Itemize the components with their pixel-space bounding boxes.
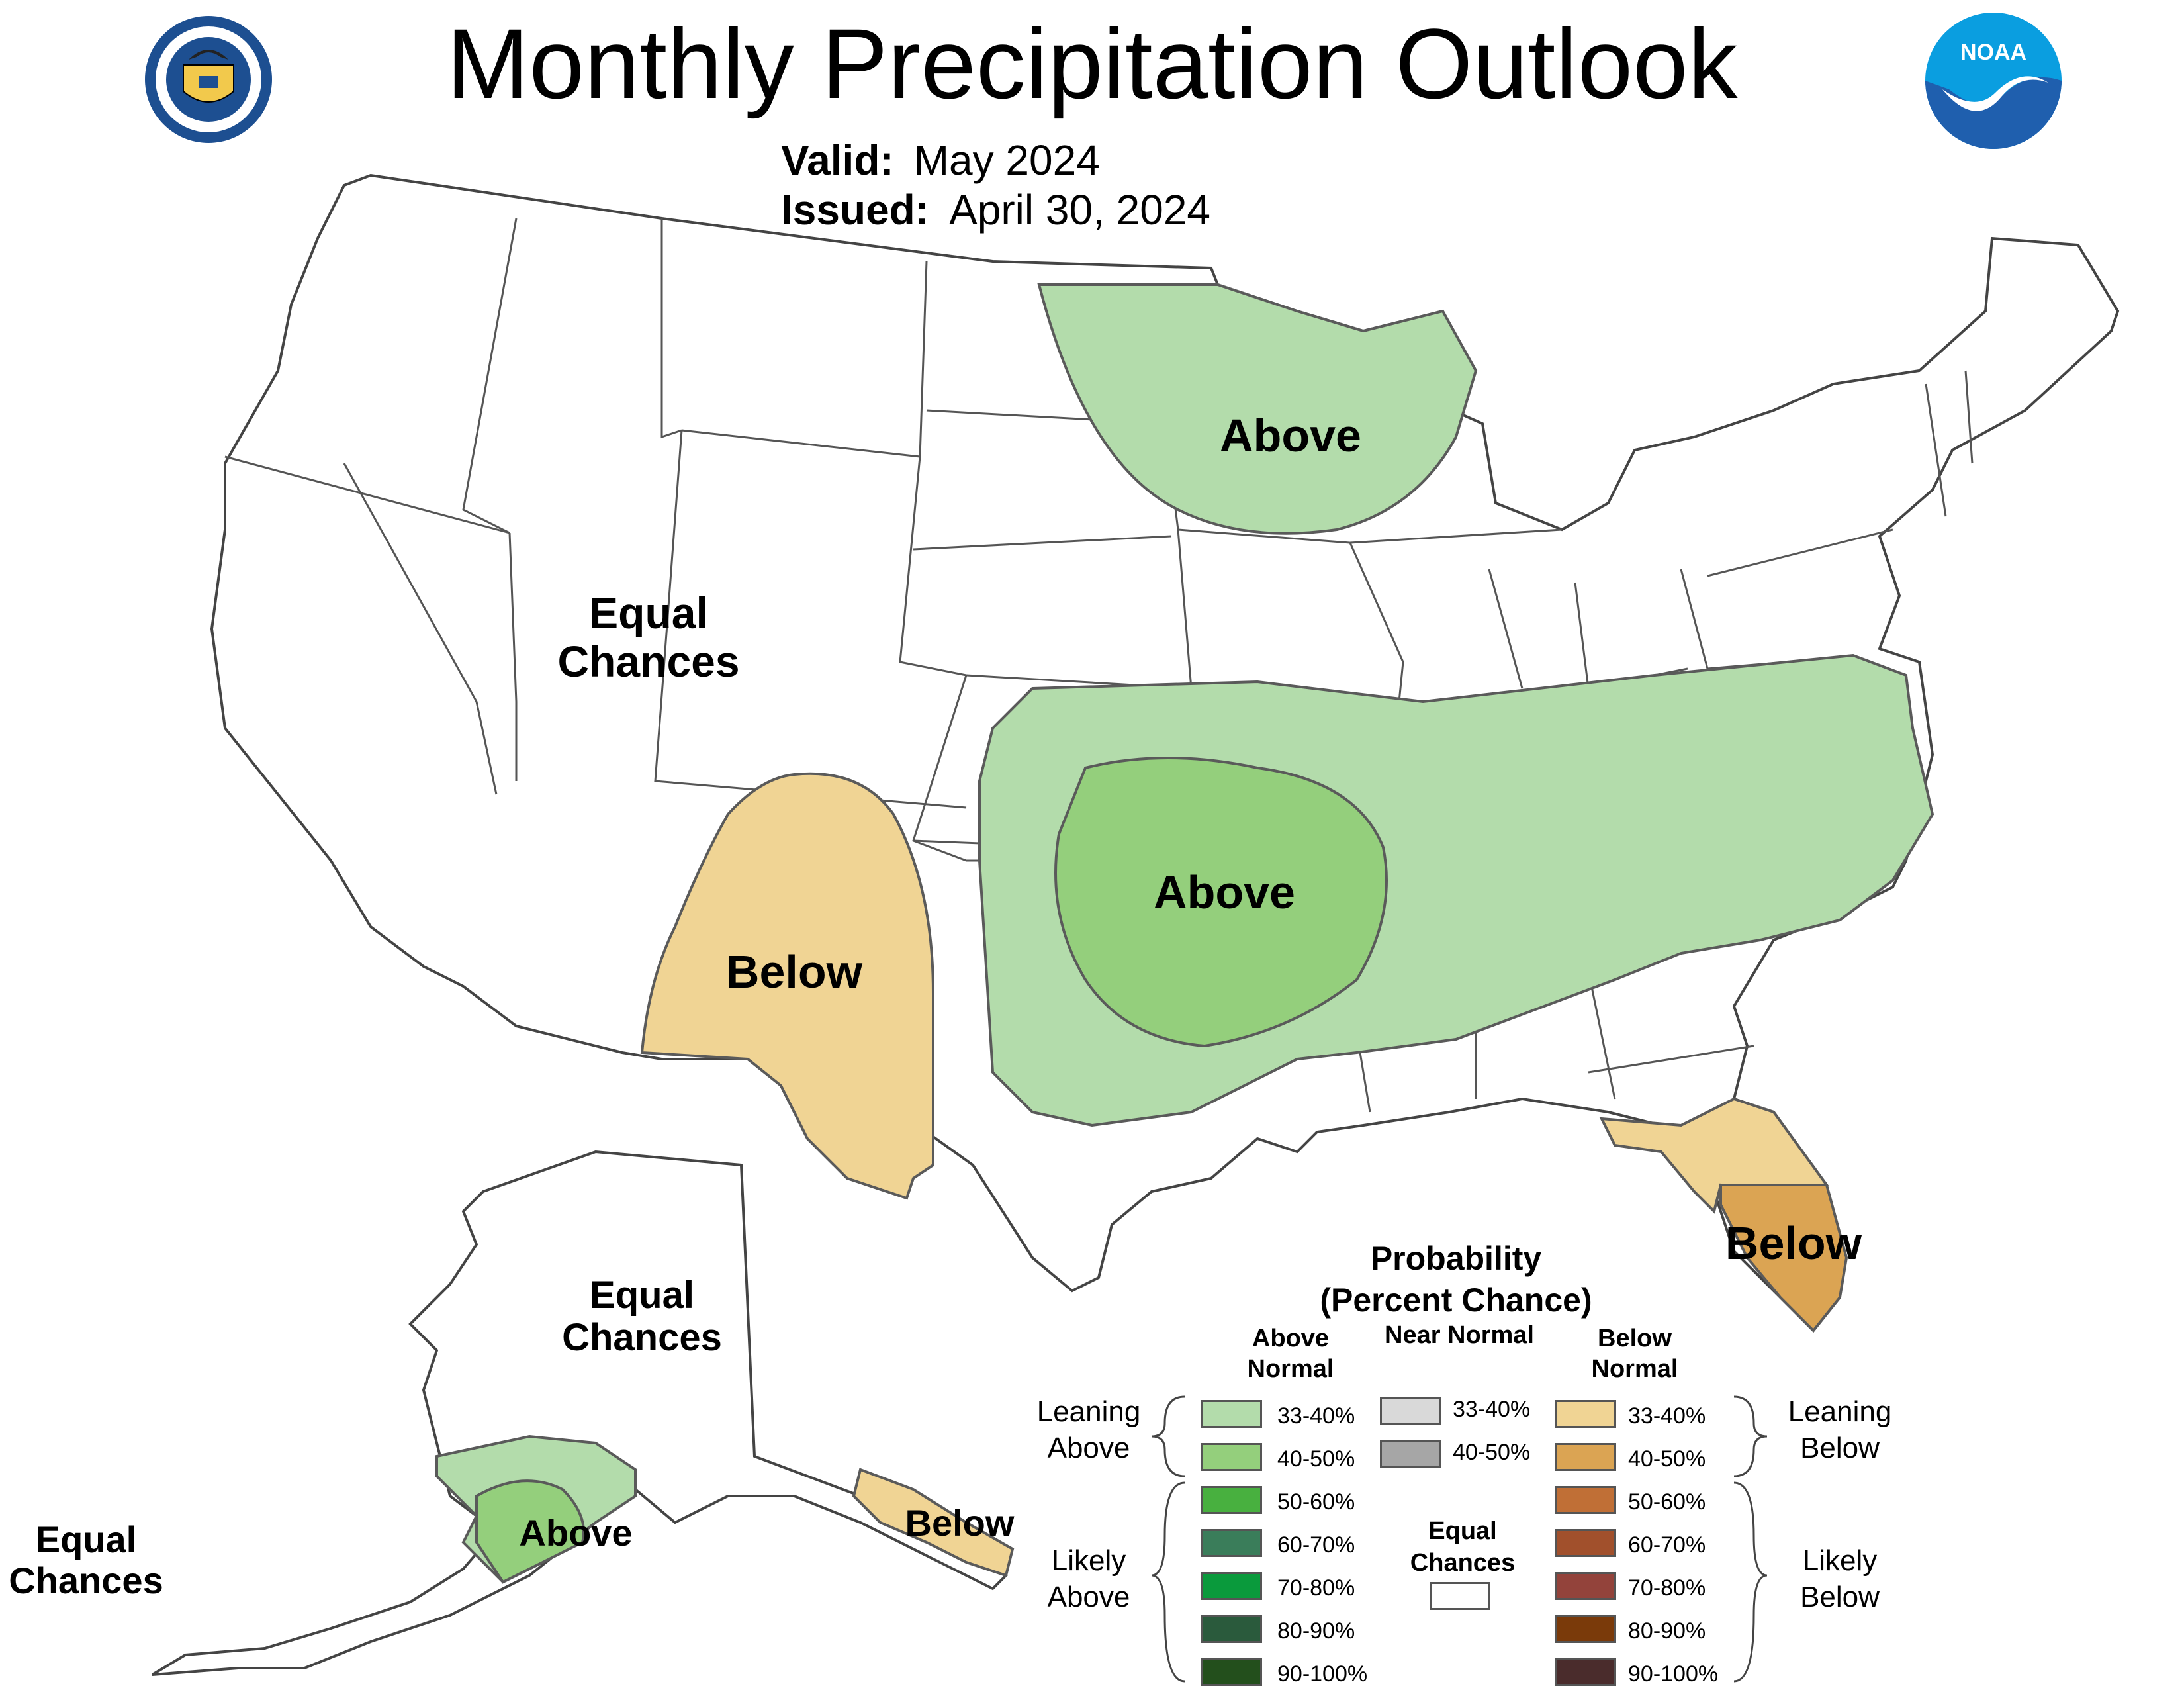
legend-swatch-below-40 xyxy=(1555,1443,1616,1471)
legend-title-line2: (Percent Chance) xyxy=(1320,1281,1592,1319)
below-florida-40-area xyxy=(1719,1184,1848,1333)
issued-row: Issued: April 30, 2024 xyxy=(781,185,1210,234)
legend-pct-below-80: 80-90% xyxy=(1628,1618,1706,1644)
region-label-above-central: Above xyxy=(1154,867,1295,918)
commerce-seal-icon xyxy=(145,16,272,143)
region-label-above-alaska: Above xyxy=(519,1512,633,1554)
legend-pct-above-80: 80-90% xyxy=(1277,1618,1355,1644)
legend-swatch-above-70 xyxy=(1201,1572,1262,1600)
legend-swatch-below-33 xyxy=(1555,1400,1616,1428)
above-north-area xyxy=(1037,283,1478,535)
valid-value: May 2024 xyxy=(913,136,1100,184)
legend-col-above: Above Normal xyxy=(1247,1325,1334,1383)
below-southwest-area xyxy=(640,772,934,1200)
legend-title: Probability (Percent Chance) xyxy=(1271,1238,1641,1321)
legend-swatch-below-70 xyxy=(1555,1572,1616,1600)
legend-swatch-below-60 xyxy=(1555,1529,1616,1557)
legend-swatch-equal-chances xyxy=(1430,1582,1490,1610)
alaska-above-40-area xyxy=(475,1479,585,1584)
region-label-above-north: Above xyxy=(1220,410,1361,461)
legend-leaning-above: Leaning Above xyxy=(1036,1395,1141,1464)
alaska-outline xyxy=(151,1150,1009,1676)
legend-likely-above: Likely Above xyxy=(1047,1544,1130,1613)
legend-pct-below-60: 60-70% xyxy=(1628,1532,1706,1558)
valid-label: Valid: xyxy=(781,136,894,184)
legend-swatch-above-40 xyxy=(1201,1443,1262,1471)
legend-pct-above-70: 70-80% xyxy=(1277,1575,1355,1601)
legend-pct-below-90: 90-100% xyxy=(1628,1662,1719,1687)
legend-swatch-below-90 xyxy=(1555,1658,1616,1686)
alaska-below-area xyxy=(852,1468,1015,1577)
legend-likely-below: Likely Below xyxy=(1800,1544,1880,1613)
legend-pct-below-70: 70-80% xyxy=(1628,1575,1706,1601)
legend-swatch-above-60 xyxy=(1201,1529,1262,1557)
legend-pct-below-40: 40-50% xyxy=(1628,1446,1706,1472)
region-label-below-alaska: Below xyxy=(905,1502,1015,1544)
legend-swatch-above-33 xyxy=(1201,1400,1262,1428)
legend-pct-near-40: 40-50% xyxy=(1453,1440,1531,1465)
legend-pct-above-90: 90-100% xyxy=(1277,1662,1368,1687)
region-label-below-florida: Below xyxy=(1725,1217,1862,1269)
legend-swatch-above-90 xyxy=(1201,1658,1262,1686)
legend-pct-above-33: 33-40% xyxy=(1277,1403,1355,1429)
page-title: Monthly Precipitation Outlook xyxy=(446,8,1738,119)
above-central-40-area xyxy=(1054,757,1388,1048)
legend-braces xyxy=(1151,1395,1768,1683)
issued-value: April 30, 2024 xyxy=(949,186,1210,234)
legend-swatch-above-50 xyxy=(1201,1486,1262,1514)
issued-label: Issued: xyxy=(781,186,930,234)
legend-swatch-below-80 xyxy=(1555,1615,1616,1643)
legend-swatch-near-33 xyxy=(1380,1397,1441,1425)
noaa-logo-icon: NOAA xyxy=(1925,13,2062,149)
region-label-ec-alaska: Equal Chances xyxy=(562,1274,722,1359)
noaa-text: NOAA xyxy=(1960,40,2026,65)
legend-pct-below-50: 50-60% xyxy=(1628,1489,1706,1515)
region-label-ec-hawaii: Equal Chances xyxy=(9,1519,163,1601)
region-label-ec-west: Equal Chances xyxy=(557,588,740,686)
legend-swatch-above-80 xyxy=(1201,1615,1262,1643)
legend-pct-above-40: 40-50% xyxy=(1277,1446,1355,1472)
legend-col-near: Near Normal xyxy=(1385,1321,1534,1349)
valid-row: Valid: May 2024 xyxy=(781,136,1100,185)
legend-pct-near-33: 33-40% xyxy=(1453,1397,1531,1422)
legend-equal-chances: Equal Chances xyxy=(1410,1517,1516,1577)
legend-col-below: Below Normal xyxy=(1591,1325,1678,1383)
legend-swatch-near-40 xyxy=(1380,1440,1441,1468)
legend-pct-above-60: 60-70% xyxy=(1277,1532,1355,1558)
legend-leaning-below: Leaning Below xyxy=(1788,1395,1892,1464)
region-label-below-southwest: Below xyxy=(725,946,863,998)
legend-title-line1: Probability xyxy=(1370,1240,1542,1277)
legend-pct-below-33: 33-40% xyxy=(1628,1403,1706,1429)
legend-swatch-below-50 xyxy=(1555,1486,1616,1514)
legend-pct-above-50: 50-60% xyxy=(1277,1489,1355,1515)
